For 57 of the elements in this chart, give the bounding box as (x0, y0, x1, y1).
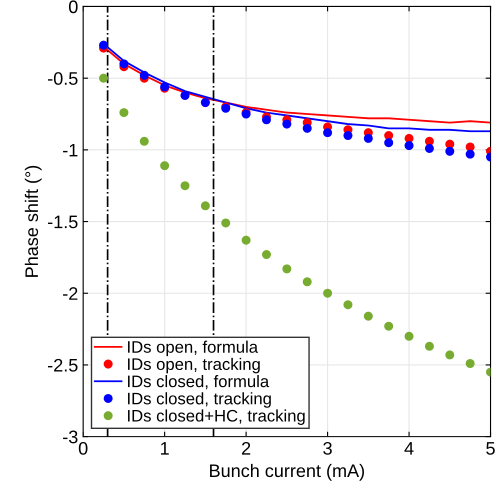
point (119, 59, 128, 68)
y-tick-label: -2 (63, 287, 78, 300)
y-axis-title: Phase shift (°) (24, 166, 42, 277)
point (140, 70, 149, 80)
point (323, 288, 332, 298)
point (466, 358, 475, 368)
point (404, 141, 414, 150)
point (364, 312, 373, 321)
y-tick-label: -0.5 (48, 72, 78, 85)
point (180, 181, 190, 190)
point (466, 150, 475, 159)
x-axis-title: Bunch current (mA) (210, 464, 364, 481)
x-tick-label: 3 (323, 442, 332, 455)
x-tick-label: 0 (78, 442, 88, 455)
point (404, 332, 414, 341)
point (160, 161, 170, 170)
legend-label: IDs open, formula (128, 340, 258, 356)
x-tick-label: 2 (242, 442, 250, 455)
point (200, 201, 210, 210)
point (424, 342, 434, 351)
x-tick-label: 4 (404, 442, 414, 455)
point (242, 236, 251, 245)
point (445, 350, 454, 360)
point (302, 124, 312, 133)
point (282, 120, 292, 129)
point (343, 300, 352, 310)
point (262, 115, 271, 124)
point (282, 264, 292, 274)
y-tick-label: -3 (63, 430, 78, 444)
legend-label: IDs closed, formula (128, 375, 270, 390)
y-tick-label: -2.5 (48, 358, 78, 372)
point (99, 74, 108, 83)
x-tick-label: 5 (486, 442, 495, 455)
point (384, 322, 394, 331)
point (384, 138, 394, 148)
point (445, 146, 454, 156)
point (323, 128, 332, 138)
point (119, 108, 128, 118)
point (384, 131, 394, 140)
y-tick-label: -1 (63, 144, 78, 156)
x-tick-label: 1 (160, 442, 169, 455)
y-tick-label: -1.5 (48, 216, 78, 228)
point (140, 136, 149, 146)
point (221, 218, 230, 228)
point (404, 134, 414, 143)
point (302, 277, 312, 286)
point (343, 131, 352, 140)
point (466, 142, 475, 152)
y-tick-label: 0 (68, 0, 78, 14)
point (364, 134, 373, 143)
point (99, 40, 108, 50)
point (262, 250, 271, 260)
point (424, 144, 434, 153)
point (445, 140, 454, 149)
legend-label: IDs open, tracking (128, 358, 260, 374)
legend-label: IDs closed+HC, tracking (128, 409, 305, 425)
legend-label: IDs closed, tracking (128, 392, 271, 408)
